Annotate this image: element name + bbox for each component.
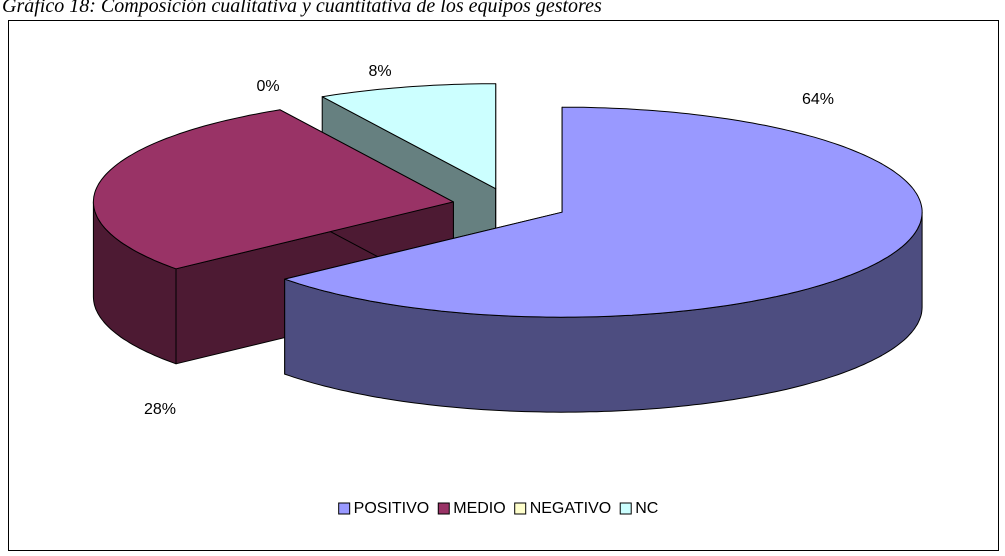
slice-top xyxy=(284,106,923,318)
slice-top xyxy=(321,83,497,190)
data-label: 64% xyxy=(802,91,834,108)
legend-swatch xyxy=(338,502,351,515)
chart-title: Gráfico 18: Composición cualitativa y cu… xyxy=(2,0,602,17)
slice-top xyxy=(92,109,454,270)
legend-label: MEDIO xyxy=(453,500,505,517)
legend: POSITIVO MEDIO NEGATIVO NC xyxy=(338,500,658,517)
legend-label: NEGATIVO xyxy=(530,500,612,517)
legend-label: NC xyxy=(635,500,658,517)
data-label: 8% xyxy=(368,63,391,80)
legend-label: POSITIVO xyxy=(354,500,430,517)
data-label: 0% xyxy=(256,78,279,95)
data-label: 28% xyxy=(144,401,176,418)
legend-swatch xyxy=(437,502,450,515)
legend-swatch xyxy=(514,502,527,515)
pie: 64% 28% 0% 8% xyxy=(92,63,923,418)
legend-swatch xyxy=(619,502,632,515)
pie-slice xyxy=(284,106,923,413)
